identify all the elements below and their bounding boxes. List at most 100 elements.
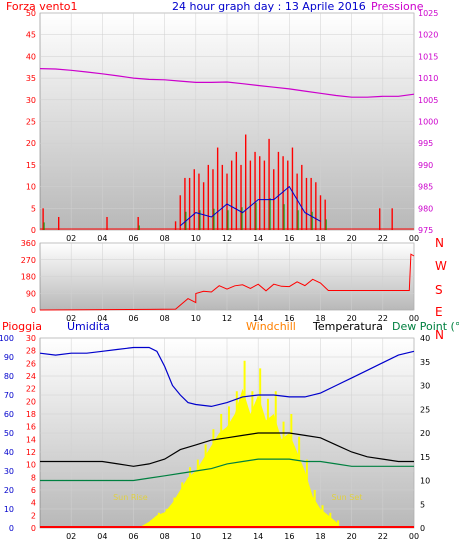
compass-label: S bbox=[435, 283, 443, 297]
wind-average-line bbox=[179, 185, 321, 227]
x-tick-label: 14 bbox=[253, 234, 263, 243]
rain-tick-label: 10 bbox=[26, 461, 36, 470]
x-tick-label: 16 bbox=[284, 314, 294, 323]
x-tick-label: 12 bbox=[222, 314, 232, 323]
x-tick-label: 10 bbox=[191, 234, 201, 243]
humidity-tick-label: 80 bbox=[4, 372, 14, 381]
y-right-tick-label: 1025 bbox=[418, 9, 438, 18]
temp-tick-label: 35 bbox=[420, 358, 430, 367]
x-tick-label: 16 bbox=[284, 532, 294, 541]
legend-umidita: Umidita bbox=[67, 320, 110, 333]
x-tick-label: 10 bbox=[191, 314, 201, 323]
humidity-line bbox=[39, 346, 415, 408]
pressure-line bbox=[39, 68, 415, 98]
rain-tick-label: 28 bbox=[26, 347, 36, 356]
legend-dewpoint: Dew Point (°C bbox=[392, 320, 459, 333]
y-left-tick-label: 0 bbox=[31, 226, 36, 235]
y-left-tick-label: 25 bbox=[26, 118, 36, 127]
temp-tick-label: 5 bbox=[420, 500, 425, 509]
rain-tick-label: 14 bbox=[26, 435, 36, 444]
x-tick-label: 12 bbox=[222, 532, 232, 541]
x-tick-label: 14 bbox=[253, 314, 263, 323]
compass-label: N bbox=[435, 236, 444, 250]
x-tick-label: 10 bbox=[191, 532, 201, 541]
x-tick-label: 22 bbox=[378, 234, 388, 243]
header-pressure-label: Pressione bbox=[371, 0, 424, 13]
temp-tick-label: 0 bbox=[420, 524, 425, 533]
y-left-tick-label: 20 bbox=[26, 139, 36, 148]
humidity-tick-label: 50 bbox=[4, 429, 14, 438]
x-tick-label: 06 bbox=[128, 314, 138, 323]
sun-rise-label: Sun Rise bbox=[113, 493, 148, 502]
y-right-tick-label: 985 bbox=[418, 183, 433, 192]
rain-tick-label: 30 bbox=[26, 334, 36, 343]
temp-tick-label: 25 bbox=[420, 405, 430, 414]
y-right-tick-label: 1010 bbox=[418, 74, 438, 83]
y-left-tick-label: 50 bbox=[26, 9, 36, 18]
x-tick-label: 00 bbox=[409, 314, 419, 323]
x-tick-label: 18 bbox=[315, 314, 325, 323]
x-tick-label: 16 bbox=[284, 234, 294, 243]
rain-tick-label: 18 bbox=[26, 410, 36, 419]
header-title: 24 hour graph day : 13 Aprile 2016 bbox=[172, 0, 366, 13]
y-left-tick-label: 5 bbox=[31, 204, 36, 213]
x-tick-label: 14 bbox=[253, 532, 263, 541]
y-left-tick-label: 10 bbox=[26, 183, 36, 192]
x-tick-label: 08 bbox=[160, 314, 170, 323]
x-tick-label: 20 bbox=[347, 532, 357, 541]
y-left-tick-label: 40 bbox=[26, 52, 36, 61]
humidity-tick-label: 0 bbox=[9, 524, 14, 533]
x-tick-label: 06 bbox=[128, 234, 138, 243]
humidity-tick-label: 70 bbox=[4, 391, 14, 400]
compass-label: N bbox=[435, 328, 444, 342]
compass-label: W bbox=[435, 259, 447, 273]
y-left-tick-label: 180 bbox=[21, 273, 36, 282]
compass-label: E bbox=[435, 305, 443, 319]
x-tick-label: 20 bbox=[347, 234, 357, 243]
rain-tick-label: 0 bbox=[31, 524, 36, 533]
x-tick-label: 06 bbox=[128, 532, 138, 541]
temp-tick-label: 20 bbox=[420, 429, 430, 438]
rain-tick-label: 12 bbox=[26, 448, 36, 457]
x-tick-label: 02 bbox=[66, 532, 76, 541]
humidity-tick-label: 10 bbox=[4, 505, 14, 514]
rain-tick-label: 6 bbox=[31, 486, 36, 495]
temp-tick-label: 30 bbox=[420, 382, 430, 391]
x-tick-label: 22 bbox=[378, 314, 388, 323]
panel-temp-humidity-ticks: 0102030405060708090100024681012141618202… bbox=[0, 334, 430, 541]
y-right-tick-label: 1005 bbox=[418, 96, 438, 105]
y-left-tick-label: 35 bbox=[26, 74, 36, 83]
sun-set-label: Sun Set bbox=[332, 493, 363, 502]
temp-tick-label: 15 bbox=[420, 453, 430, 462]
panel-wind-pressure-grid bbox=[40, 12, 415, 231]
x-tick-label: 04 bbox=[97, 314, 107, 323]
humidity-tick-label: 60 bbox=[4, 410, 14, 419]
rain-tick-label: 26 bbox=[26, 359, 36, 368]
panel-wind-pressure-marks bbox=[39, 68, 415, 230]
humidity-tick-label: 100 bbox=[0, 334, 14, 343]
x-tick-label: 04 bbox=[97, 234, 107, 243]
panel-direction-marks bbox=[39, 253, 415, 311]
x-tick-label: 22 bbox=[378, 532, 388, 541]
humidity-tick-label: 90 bbox=[4, 353, 14, 362]
dewpoint-line bbox=[40, 458, 414, 482]
direction-line bbox=[39, 253, 415, 311]
header-wind-label: Forza vento1 bbox=[6, 0, 78, 13]
x-tick-label: 12 bbox=[222, 234, 232, 243]
y-right-tick-label: 995 bbox=[418, 139, 433, 148]
y-left-tick-label: 30 bbox=[26, 96, 36, 105]
rain-tick-label: 8 bbox=[31, 473, 36, 482]
y-left-tick-label: 45 bbox=[26, 31, 36, 40]
y-right-tick-label: 975 bbox=[418, 226, 433, 235]
x-tick-label: 08 bbox=[160, 234, 170, 243]
rain-tick-label: 16 bbox=[26, 423, 36, 432]
y-right-tick-label: 980 bbox=[418, 204, 433, 213]
humidity-tick-label: 20 bbox=[4, 486, 14, 495]
x-tick-label: 00 bbox=[409, 234, 419, 243]
panel-wind-pressure-ticks: 0510152025303540455097598098599099510001… bbox=[26, 9, 439, 243]
rain-tick-label: 2 bbox=[31, 511, 36, 520]
y-right-tick-label: 1015 bbox=[418, 52, 438, 61]
y-left-tick-label: 15 bbox=[26, 161, 36, 170]
